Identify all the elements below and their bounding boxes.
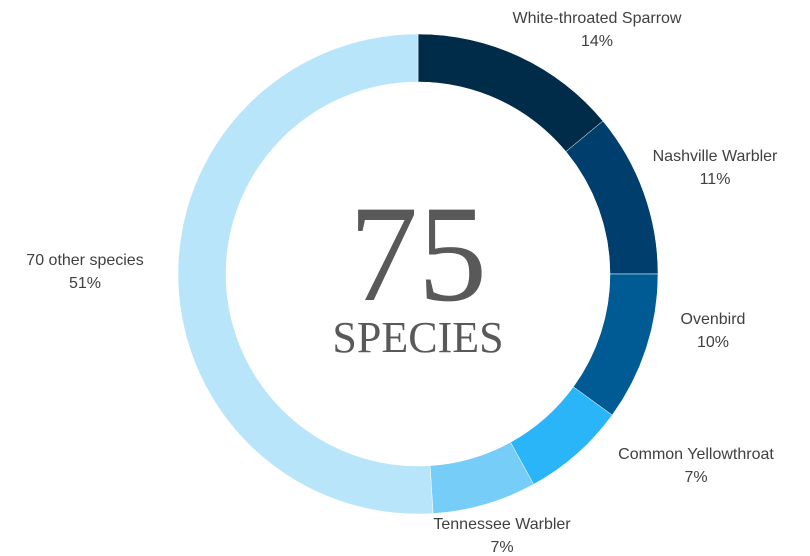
center-value: 75	[349, 177, 487, 330]
donut-segment	[565, 120, 659, 275]
segment-value-label: 14%	[581, 33, 613, 50]
segment-label: Tennessee Warbler	[433, 516, 571, 533]
segment-label: Nashville Warbler	[653, 148, 778, 165]
segment-label: 70 other species	[26, 252, 143, 269]
segment-value-label: 11%	[700, 171, 731, 188]
segment-value-label: 10%	[697, 334, 729, 351]
segment-label: White-throated Sparrow	[513, 10, 682, 27]
segment-label: Ovenbird	[681, 311, 746, 328]
donut-segment	[177, 33, 434, 515]
segment-value-label: 51%	[69, 275, 101, 292]
segment-value-label: 7%	[490, 539, 513, 556]
segment-label: Common Yellowthroat	[618, 446, 774, 463]
donut-segment	[417, 33, 604, 152]
center-label: SPECIES	[332, 313, 503, 362]
segment-value-label: 7%	[684, 469, 707, 486]
donut-segment	[572, 273, 659, 416]
